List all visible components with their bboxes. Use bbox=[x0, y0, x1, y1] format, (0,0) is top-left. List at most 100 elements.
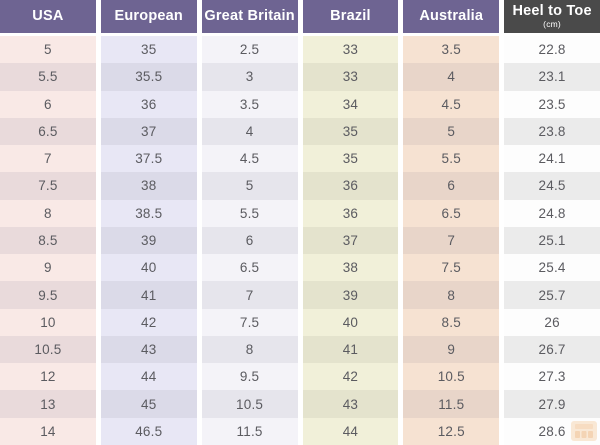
column-header-european: European bbox=[100, 0, 197, 33]
table-cell: 12 bbox=[0, 363, 96, 391]
table-cell: 9 bbox=[0, 254, 96, 282]
table-cell: 33 bbox=[302, 36, 399, 64]
table-cell: 3.5 bbox=[201, 90, 298, 118]
table-row: 5.5 35.5 3 33 4 23.1 bbox=[0, 63, 600, 91]
table-cell: 24.5 bbox=[504, 172, 600, 200]
column-header-great-britain: Great Britain bbox=[201, 0, 298, 33]
table-cell: 8 bbox=[0, 199, 96, 227]
table-cell: 46.5 bbox=[100, 417, 197, 445]
table-cell: 9.5 bbox=[201, 363, 298, 391]
table-cell: 6.5 bbox=[201, 254, 298, 282]
table-cell: 7.5 bbox=[0, 172, 96, 200]
column-header-usa: USA bbox=[0, 0, 96, 33]
column-header-label: Brazil bbox=[330, 7, 371, 24]
table-row: 9.5 41 7 39 8 25.7 bbox=[0, 281, 600, 309]
table-cell: 26 bbox=[504, 308, 600, 336]
table-cell: 10.5 bbox=[201, 390, 298, 418]
table-cell: 10 bbox=[0, 308, 96, 336]
table-cell: 5 bbox=[403, 117, 500, 146]
table-cell: 27.3 bbox=[504, 363, 600, 391]
table-cell: 13 bbox=[0, 390, 96, 418]
table-cell: 9 bbox=[403, 335, 500, 364]
table-cell: 5.5 bbox=[201, 199, 298, 227]
table-cell: 27.9 bbox=[504, 390, 600, 418]
table-cell: 41 bbox=[302, 335, 399, 364]
column-header-label: Heel to Toe bbox=[512, 2, 592, 19]
table-cell: 4.5 bbox=[201, 145, 298, 173]
table-cell: 6 bbox=[0, 90, 96, 118]
table-cell: 28.6 bbox=[504, 417, 600, 445]
table-cell: 7 bbox=[201, 281, 298, 309]
table-cell: 43 bbox=[100, 335, 197, 364]
table-cell: 37 bbox=[100, 117, 197, 146]
table-row: 13 45 10.5 43 11.5 27.9 bbox=[0, 390, 600, 418]
table-cell: 38.5 bbox=[100, 199, 197, 227]
table-cell: 6 bbox=[201, 226, 298, 255]
table-cell: 3.5 bbox=[403, 36, 500, 64]
table-cell: 8 bbox=[403, 281, 500, 309]
column-header-label: European bbox=[114, 7, 183, 24]
table-cell: 6.5 bbox=[403, 199, 500, 227]
table-cell: 36 bbox=[302, 199, 399, 227]
table-cell: 5 bbox=[201, 172, 298, 200]
table-cell: 26.7 bbox=[504, 335, 600, 364]
table-cell: 39 bbox=[100, 226, 197, 255]
table-cell: 7 bbox=[0, 145, 96, 173]
table-cell: 33 bbox=[302, 63, 399, 91]
table-cell: 23.8 bbox=[504, 117, 600, 146]
table-cell: 43 bbox=[302, 390, 399, 418]
table-cell: 10.5 bbox=[403, 363, 500, 391]
table-cell: 24.1 bbox=[504, 145, 600, 173]
table-cell: 6 bbox=[403, 172, 500, 200]
table-cell: 22.8 bbox=[504, 36, 600, 64]
table-cell: 4 bbox=[201, 117, 298, 146]
table-row: 12 44 9.5 42 10.5 27.3 bbox=[0, 363, 600, 391]
column-header-label: Great Britain bbox=[204, 7, 295, 24]
table-cell: 37.5 bbox=[100, 145, 197, 173]
table-cell: 25.1 bbox=[504, 226, 600, 255]
column-header-brazil: Brazil bbox=[302, 0, 399, 33]
table-cell: 23.5 bbox=[504, 90, 600, 118]
table-row: 7 37.5 4.5 35 5.5 24.1 bbox=[0, 145, 600, 173]
table-cell: 5.5 bbox=[403, 145, 500, 173]
table-header-row: USA European Great Britain Brazil Austra… bbox=[0, 0, 600, 33]
table-row: 6.5 37 4 35 5 23.8 bbox=[0, 117, 600, 146]
column-header-heel-to-toe: Heel to Toe (cm) bbox=[504, 0, 600, 33]
table-cell: 41 bbox=[100, 281, 197, 309]
table-cell: 45 bbox=[100, 390, 197, 418]
table-row: 8 38.5 5.5 36 6.5 24.8 bbox=[0, 199, 600, 227]
table-body: 5 35 2.5 33 3.5 22.8 5.5 35.5 3 33 4 23.1 6 36 3.5 34 4.… bbox=[0, 36, 600, 445]
table-cell: 37 bbox=[302, 226, 399, 255]
table-cell: 36 bbox=[302, 172, 399, 200]
table-cell: 4 bbox=[403, 63, 500, 91]
table-cell: 35 bbox=[302, 145, 399, 173]
table-row: 10 42 7.5 40 8.5 26 bbox=[0, 308, 600, 336]
table-cell: 7.5 bbox=[403, 254, 500, 282]
table-cell: 3 bbox=[201, 63, 298, 91]
table-row: 7.5 38 5 36 6 24.5 bbox=[0, 172, 600, 200]
table-cell: 9.5 bbox=[0, 281, 96, 309]
table-cell: 42 bbox=[100, 308, 197, 336]
table-cell: 12.5 bbox=[403, 417, 500, 445]
table-cell: 24.8 bbox=[504, 199, 600, 227]
table-row: 6 36 3.5 34 4.5 23.5 bbox=[0, 90, 600, 118]
table-cell: 34 bbox=[302, 90, 399, 118]
table-cell: 2.5 bbox=[201, 36, 298, 64]
column-header-australia: Australia bbox=[403, 0, 500, 33]
table-cell: 39 bbox=[302, 281, 399, 309]
table-cell: 8.5 bbox=[0, 226, 96, 255]
table-cell: 10.5 bbox=[0, 335, 96, 364]
table-cell: 44 bbox=[302, 417, 399, 445]
column-header-label: Australia bbox=[419, 7, 484, 24]
table-cell: 8 bbox=[201, 335, 298, 364]
table-cell: 7.5 bbox=[201, 308, 298, 336]
table-cell: 44 bbox=[100, 363, 197, 391]
table-cell: 6.5 bbox=[0, 117, 96, 146]
column-header-unit: (cm) bbox=[543, 19, 561, 30]
table-cell: 35 bbox=[100, 36, 197, 64]
table-cell: 23.1 bbox=[504, 63, 600, 91]
table-cell: 38 bbox=[100, 172, 197, 200]
table-row: 8.5 39 6 37 7 25.1 bbox=[0, 226, 600, 255]
table-cell: 5 bbox=[0, 36, 96, 64]
